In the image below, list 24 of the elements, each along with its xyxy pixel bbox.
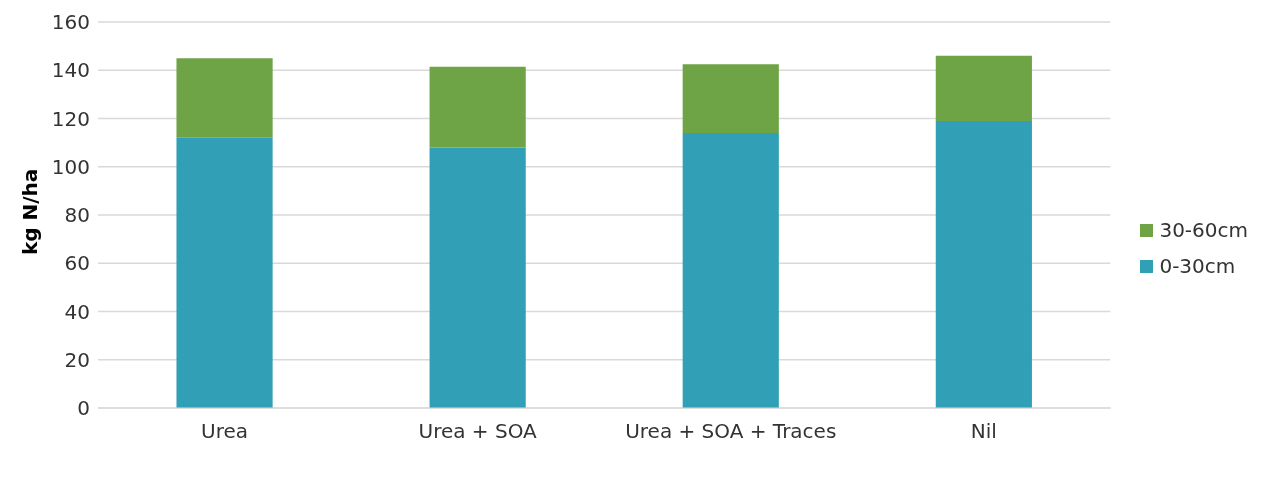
bar [935,55,1032,121]
y-tick-label: 0 [77,396,90,421]
y-tick-label: 140 [51,58,90,83]
bar [176,137,273,408]
legend-label: 30-60cm [1159,218,1248,242]
legend-label: 0-30cm [1159,254,1236,278]
x-tick-label: Nil [970,419,997,444]
y-tick-label: 100 [51,154,90,179]
bar [429,66,526,148]
y-tick-label: 120 [51,106,90,131]
bar [935,120,1032,408]
bar [429,147,526,408]
bar [682,64,779,133]
y-axis-title: kg N/ha [18,168,43,255]
y-tick-label: 40 [64,299,90,324]
y-tick-label: 20 [64,347,90,372]
x-tick-label: Urea + SOA [418,419,538,444]
y-tick-label: 80 [64,203,90,228]
y-tick-label: 60 [64,251,90,276]
bar [176,58,273,138]
bar [682,132,779,408]
x-tick-label: Urea [201,419,249,444]
y-tick-label: 160 [51,10,90,35]
x-tick-label: Urea + SOA + Traces [625,419,837,444]
